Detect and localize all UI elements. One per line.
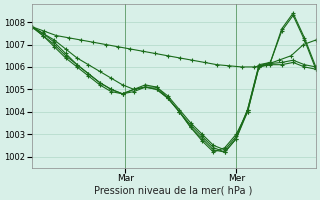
X-axis label: Pression niveau de la mer( hPa ): Pression niveau de la mer( hPa ) <box>94 186 253 196</box>
